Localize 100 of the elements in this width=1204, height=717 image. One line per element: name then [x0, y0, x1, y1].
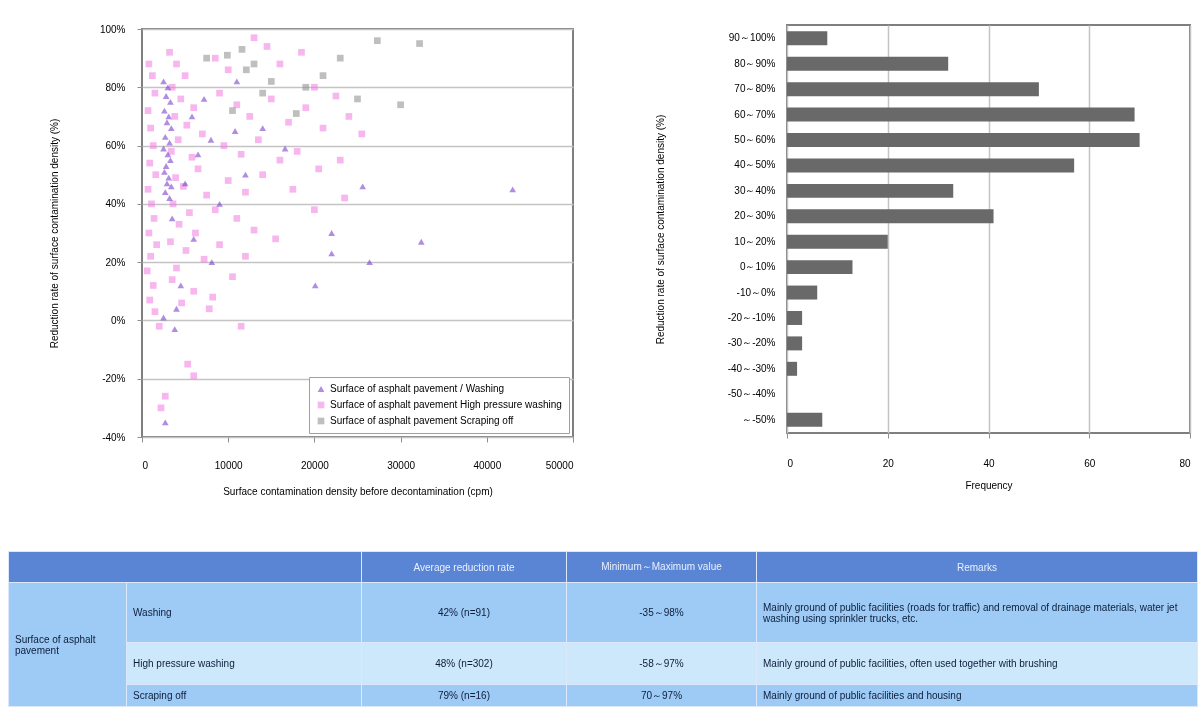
y-tick-label: -20～-10% — [727, 311, 776, 323]
x-tick-label: 80 — [1179, 457, 1191, 469]
y-tick-label: 90～100% — [728, 32, 776, 44]
point — [328, 230, 335, 236]
y-tick-label: 60% — [105, 140, 126, 152]
point — [259, 125, 267, 131]
category-label: High pressure washing — [133, 658, 235, 669]
bar — [787, 31, 828, 46]
x-axis-title: Surface contamination density before decontamination (cpm) — [223, 485, 493, 497]
y-tick-label: 20% — [105, 256, 126, 268]
bar — [787, 158, 1075, 173]
point — [366, 259, 373, 266]
point — [259, 89, 267, 97]
x-tick-label: 0 — [787, 457, 794, 469]
y-axis-title: Reduction rate of surface contamination density (%) — [48, 118, 60, 349]
bar — [787, 82, 1039, 97]
legend-label: Surface of asphalt pavement High pressure washing — [330, 399, 562, 410]
point — [359, 183, 367, 190]
text: 70～97% — [640, 689, 683, 701]
y-tick-label: 80% — [105, 81, 126, 93]
bar — [787, 412, 823, 427]
bar — [787, 285, 818, 300]
point — [292, 110, 300, 117]
point — [328, 250, 335, 257]
point — [302, 83, 310, 91]
point — [167, 125, 175, 131]
category-label: Average reduction rate — [361, 551, 567, 583]
point — [164, 84, 172, 91]
x-tick-label: 40000 — [473, 459, 502, 471]
point — [194, 151, 202, 158]
bar — [787, 310, 803, 325]
point — [223, 51, 231, 59]
y-tick-label: 70～80% — [734, 83, 776, 95]
x-tick-label: 40 — [983, 457, 995, 469]
category-label: Scraping off — [133, 690, 187, 701]
x-tick-label: 10000 — [214, 459, 244, 471]
text: 79% (n=16) — [438, 690, 490, 701]
bar — [787, 336, 803, 351]
bar — [787, 133, 1140, 148]
y-tick-label: 20～30% — [734, 210, 776, 222]
point — [166, 195, 173, 201]
point — [171, 326, 179, 333]
point — [509, 186, 517, 193]
x-tick-label: 60 — [1084, 457, 1096, 469]
y-tick-label: -40% — [102, 431, 126, 443]
point — [229, 107, 236, 114]
y-tick-label: -10～0% — [736, 286, 776, 298]
y-tick-label: -30～-20% — [727, 337, 776, 349]
y-tick-label: -20% — [102, 373, 126, 385]
y-axis-title: Reduction rate of surface contamination density (%) — [654, 114, 666, 345]
category-label: Washing — [133, 607, 172, 618]
point — [163, 180, 171, 187]
point — [173, 305, 180, 312]
category-label: Remarks — [756, 551, 1198, 583]
point — [238, 46, 246, 53]
point — [161, 133, 169, 140]
point — [161, 189, 169, 196]
point — [207, 136, 215, 143]
x-tick-label: 0 — [142, 459, 149, 471]
y-tick-label: -40～-30% — [727, 362, 776, 374]
text: Mainly ground of public facilities (roads for traffic) and removal of drainage materials, water jet washing using sprinkler trucks, etc. — [763, 601, 1178, 624]
y-tick-label: 60～70% — [734, 108, 776, 120]
bar — [787, 260, 853, 275]
point — [242, 171, 249, 178]
x-tick-label: 30000 — [387, 459, 416, 471]
point — [336, 54, 344, 62]
text: Mainly ground of public facilities and housing — [763, 690, 962, 701]
text: 42% (n=91) — [438, 607, 490, 618]
x-tick-label: 20000 — [300, 459, 330, 471]
point — [267, 78, 275, 85]
x-axis-title: Frequency — [965, 479, 1013, 491]
legend-label: Surface of asphalt pavement Scraping off — [330, 415, 514, 426]
point — [416, 40, 423, 47]
y-tick-label: 50～60% — [734, 134, 776, 146]
point — [162, 163, 170, 169]
y-tick-label: ～-50% — [742, 413, 776, 425]
legend-label: Surface of asphalt pavement / Washing — [330, 383, 505, 394]
point — [161, 168, 168, 175]
bar — [787, 209, 994, 224]
point — [167, 98, 174, 105]
point — [188, 113, 196, 120]
y-tick-label: 80～90% — [734, 57, 776, 69]
point — [166, 139, 173, 146]
point — [242, 66, 250, 74]
point — [373, 37, 381, 45]
point — [200, 96, 208, 102]
y-tick-label: 0% — [111, 314, 126, 326]
point — [162, 93, 170, 99]
point — [417, 238, 425, 245]
point — [203, 54, 210, 62]
text: Mainly ground of public facilities, often used together with brushing — [763, 658, 1058, 669]
bar — [787, 234, 888, 249]
point — [165, 174, 173, 181]
x-tick-label: 50000 — [545, 459, 574, 471]
point — [163, 119, 171, 126]
category-label: Minimum～Maximum value — [566, 551, 757, 583]
bar — [787, 183, 954, 198]
text: 48% (n=302) — [435, 658, 493, 669]
point — [190, 235, 198, 242]
y-tick-label: 40～50% — [734, 159, 776, 171]
